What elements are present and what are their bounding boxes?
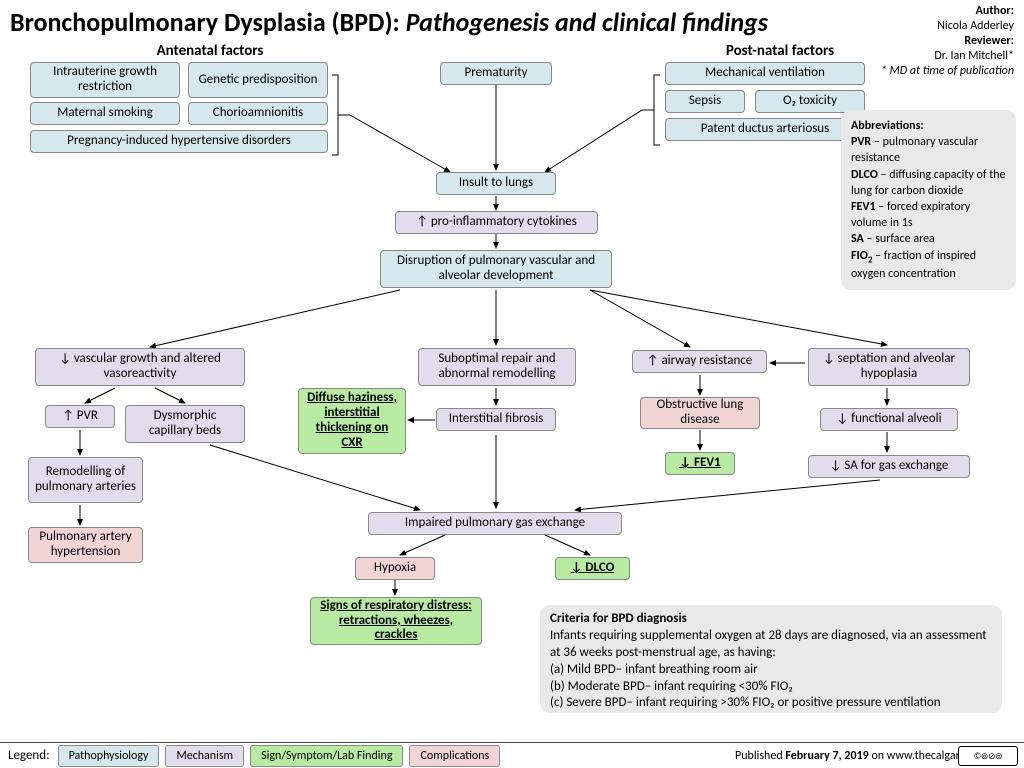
antenatal-header: Antenatal factors (110, 42, 310, 60)
page-title: Bronchopulmonary Dysplasia (BPD): Pathog… (10, 6, 768, 38)
node-chorio: Chorioamnionitis (188, 102, 328, 125)
node-pda: Patent ductus arteriosus (665, 118, 865, 141)
node-sagas: ↓ SA for gas exchange (808, 455, 970, 478)
node-funcalv: ↓ functional alveoli (820, 408, 958, 431)
node-remodel: Remodelling of pulmonary arteries (28, 457, 143, 503)
node-disruption: Disruption of pulmonary vascular and alv… (380, 250, 612, 288)
node-impaired: Impaired pulmonary gas exchange (368, 512, 622, 535)
cc-license-icon: ©⊚⊘⊜ (958, 746, 1018, 766)
node-cxr: Diffuse haziness, interstitial thickenin… (298, 388, 406, 454)
criteria-box: Criteria for BPD diagnosis Infants requi… (540, 605, 1002, 713)
node-obstructive: Obstructive lung disease (640, 397, 760, 429)
node-iugr: Intrauterine growth restriction (30, 62, 180, 98)
node-pvr: ↑ PVR (45, 405, 115, 428)
node-pah: Pulmonary artery hypertension (28, 527, 143, 563)
legend-patho: Pathophysiology (58, 745, 160, 767)
node-fibrosis: Interstitial fibrosis (436, 408, 556, 431)
node-smoking: Maternal smoking (30, 102, 180, 125)
node-fev1: ↓ FEV1 (665, 452, 735, 475)
node-dlco: ↓ DLCO (555, 557, 630, 580)
node-hypoxia: Hypoxia (355, 557, 435, 580)
node-sepsis: Sepsis (665, 90, 745, 113)
node-suboptimal: Suboptimal repair and abnormal remodelli… (418, 348, 576, 386)
node-insult: Insult to lungs (436, 172, 556, 195)
legend-comp: Complications (409, 745, 500, 767)
node-genetic: Genetic predisposition (188, 62, 328, 98)
node-prematurity: Prematurity (440, 62, 552, 85)
postnatal-header: Post-natal factors (680, 42, 880, 60)
node-airres: ↑ airway resistance (632, 350, 767, 373)
author-block: Author: Nicola Adderley Reviewer: Dr. Ia… (881, 4, 1014, 79)
node-distress: Signs of respiratory distress: retractio… (310, 597, 482, 645)
node-mechvent: Mechanical ventilation (665, 62, 865, 85)
legend-bar: Legend: Pathophysiology Mechanism Sign/S… (0, 742, 1024, 768)
legend-sign: Sign/Symptom/Lab Finding (250, 745, 403, 767)
legend-mech: Mechanism (165, 745, 244, 767)
node-vascgrowth: ↓ vascular growth and altered vasoreacti… (35, 348, 245, 386)
node-pih: Pregnancy-induced hypertensive disorders (30, 130, 328, 153)
node-cytokines: ↑ pro-inflammatory cytokines (395, 211, 598, 234)
abbreviations-box: Abbreviations: PVR – pulmonary vascular … (841, 110, 1016, 290)
node-dysmorphic: Dysmorphic capillary beds (125, 405, 245, 443)
node-septation: ↓ septation and alveolar hypoplasia (808, 348, 970, 386)
